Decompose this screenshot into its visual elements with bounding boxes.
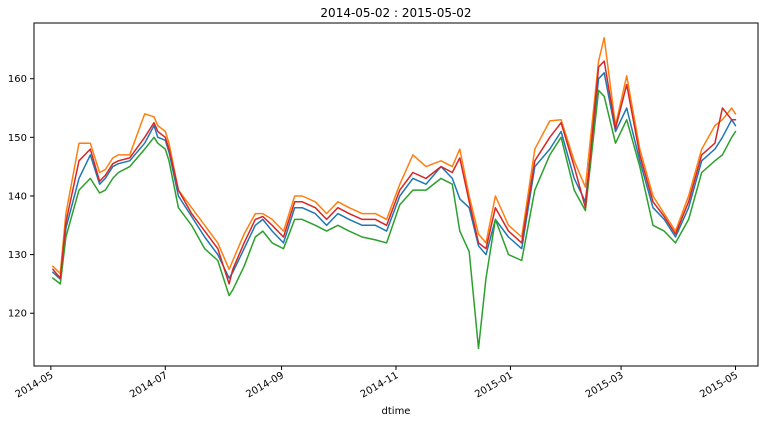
x-tick-label: 2014-09 bbox=[244, 370, 286, 400]
x-tick-label: 2014-07 bbox=[128, 370, 170, 400]
series-line-4 bbox=[52, 60, 737, 285]
x-tick-label: 2014-11 bbox=[359, 370, 401, 400]
x-tick-label: 2015-01 bbox=[473, 370, 515, 400]
x-tick-label: 2015-03 bbox=[584, 370, 626, 400]
x-axis: 2014-05 2014-07 2014-09 2014-11 2015-01 2015-… bbox=[14, 366, 740, 400]
series-layer bbox=[52, 36, 737, 350]
y-tick-label: 130 bbox=[8, 250, 27, 261]
y-tick-label: 140 bbox=[8, 191, 27, 202]
x-tick-label: 2014-05 bbox=[14, 370, 56, 400]
y-tick-label: 160 bbox=[8, 74, 27, 85]
y-tick-label: 120 bbox=[8, 309, 27, 320]
series-line-3 bbox=[52, 89, 737, 350]
y-tick-label: 150 bbox=[8, 133, 27, 144]
series-line-1 bbox=[52, 72, 737, 280]
y-axis: 120 130 140 150 160 bbox=[8, 74, 34, 320]
series-line-2 bbox=[52, 36, 737, 275]
chart-title: 2014-05-02 : 2015-05-02 bbox=[320, 6, 471, 20]
x-tick-label: 2015-05 bbox=[698, 370, 740, 400]
x-axis-label: dtime bbox=[382, 406, 411, 417]
